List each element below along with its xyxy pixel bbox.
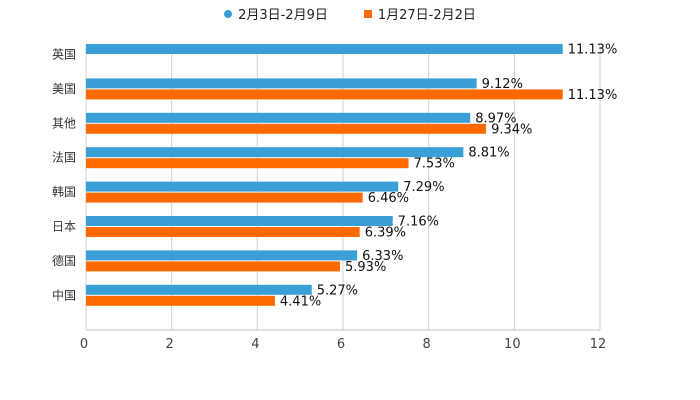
data-label: 9.34% (491, 122, 532, 137)
data-label: 5.27% (317, 283, 358, 298)
legend-label-series-1: 2月3日-2月9日 (238, 8, 328, 23)
bar (86, 261, 341, 272)
legend-label-series-2: 1月27日-2月2日 (377, 8, 476, 23)
data-label: 6.39% (365, 226, 406, 241)
bar (86, 44, 563, 54)
data-label: 11.13% (568, 88, 618, 103)
data-label: 6.46% (368, 191, 409, 206)
category-label: 中国 (52, 287, 76, 302)
x-tick-label: 2 (166, 337, 174, 352)
data-label: 8.81% (468, 146, 509, 161)
legend-item-series-2[interactable]: 1月27日-2月2日 (363, 4, 476, 23)
bar (86, 284, 312, 295)
x-tick-label: 6 (337, 337, 345, 352)
x-tick-label: 8 (423, 337, 431, 352)
category-label: 日本 (52, 220, 76, 234)
category-label: 韩国 (52, 184, 76, 199)
data-label: 7.29% (403, 180, 444, 195)
bar (86, 295, 275, 306)
data-label: 4.41% (280, 294, 321, 309)
bar (86, 192, 363, 203)
data-label: 7.53% (414, 157, 455, 172)
category-label: 美国 (52, 82, 76, 96)
bar (86, 89, 563, 100)
bar (86, 181, 399, 192)
bar (86, 216, 393, 226)
chart-legend: 2月3日-2月9日 1月27日-2月2日 (0, 4, 700, 23)
bar (86, 250, 358, 261)
x-tick-label: 0 (80, 337, 88, 352)
bar (86, 112, 471, 123)
category-label: 其他 (52, 116, 76, 130)
category-label: 德国 (52, 253, 76, 268)
data-label: 8.97% (475, 111, 516, 126)
data-label: 5.93% (345, 260, 386, 275)
bar (86, 158, 409, 169)
x-tick-label: 10 (504, 337, 521, 352)
bar (86, 147, 464, 158)
x-tick-label: 4 (251, 337, 259, 352)
legend-swatch-series-1 (224, 9, 233, 18)
bar (86, 78, 477, 89)
data-label: 7.16% (398, 215, 439, 230)
data-label: 6.33% (362, 249, 403, 264)
data-label: 9.12% (482, 77, 523, 92)
x-tick-label: 12 (590, 337, 607, 352)
legend-item-series-1[interactable]: 2月3日-2月9日 (224, 4, 328, 23)
bar (86, 123, 487, 134)
bar (86, 227, 360, 237)
legend-swatch-series-2 (363, 9, 372, 18)
category-label: 英国 (52, 48, 76, 62)
category-label: 法国 (52, 151, 76, 165)
data-label: 11.13% (568, 43, 618, 58)
